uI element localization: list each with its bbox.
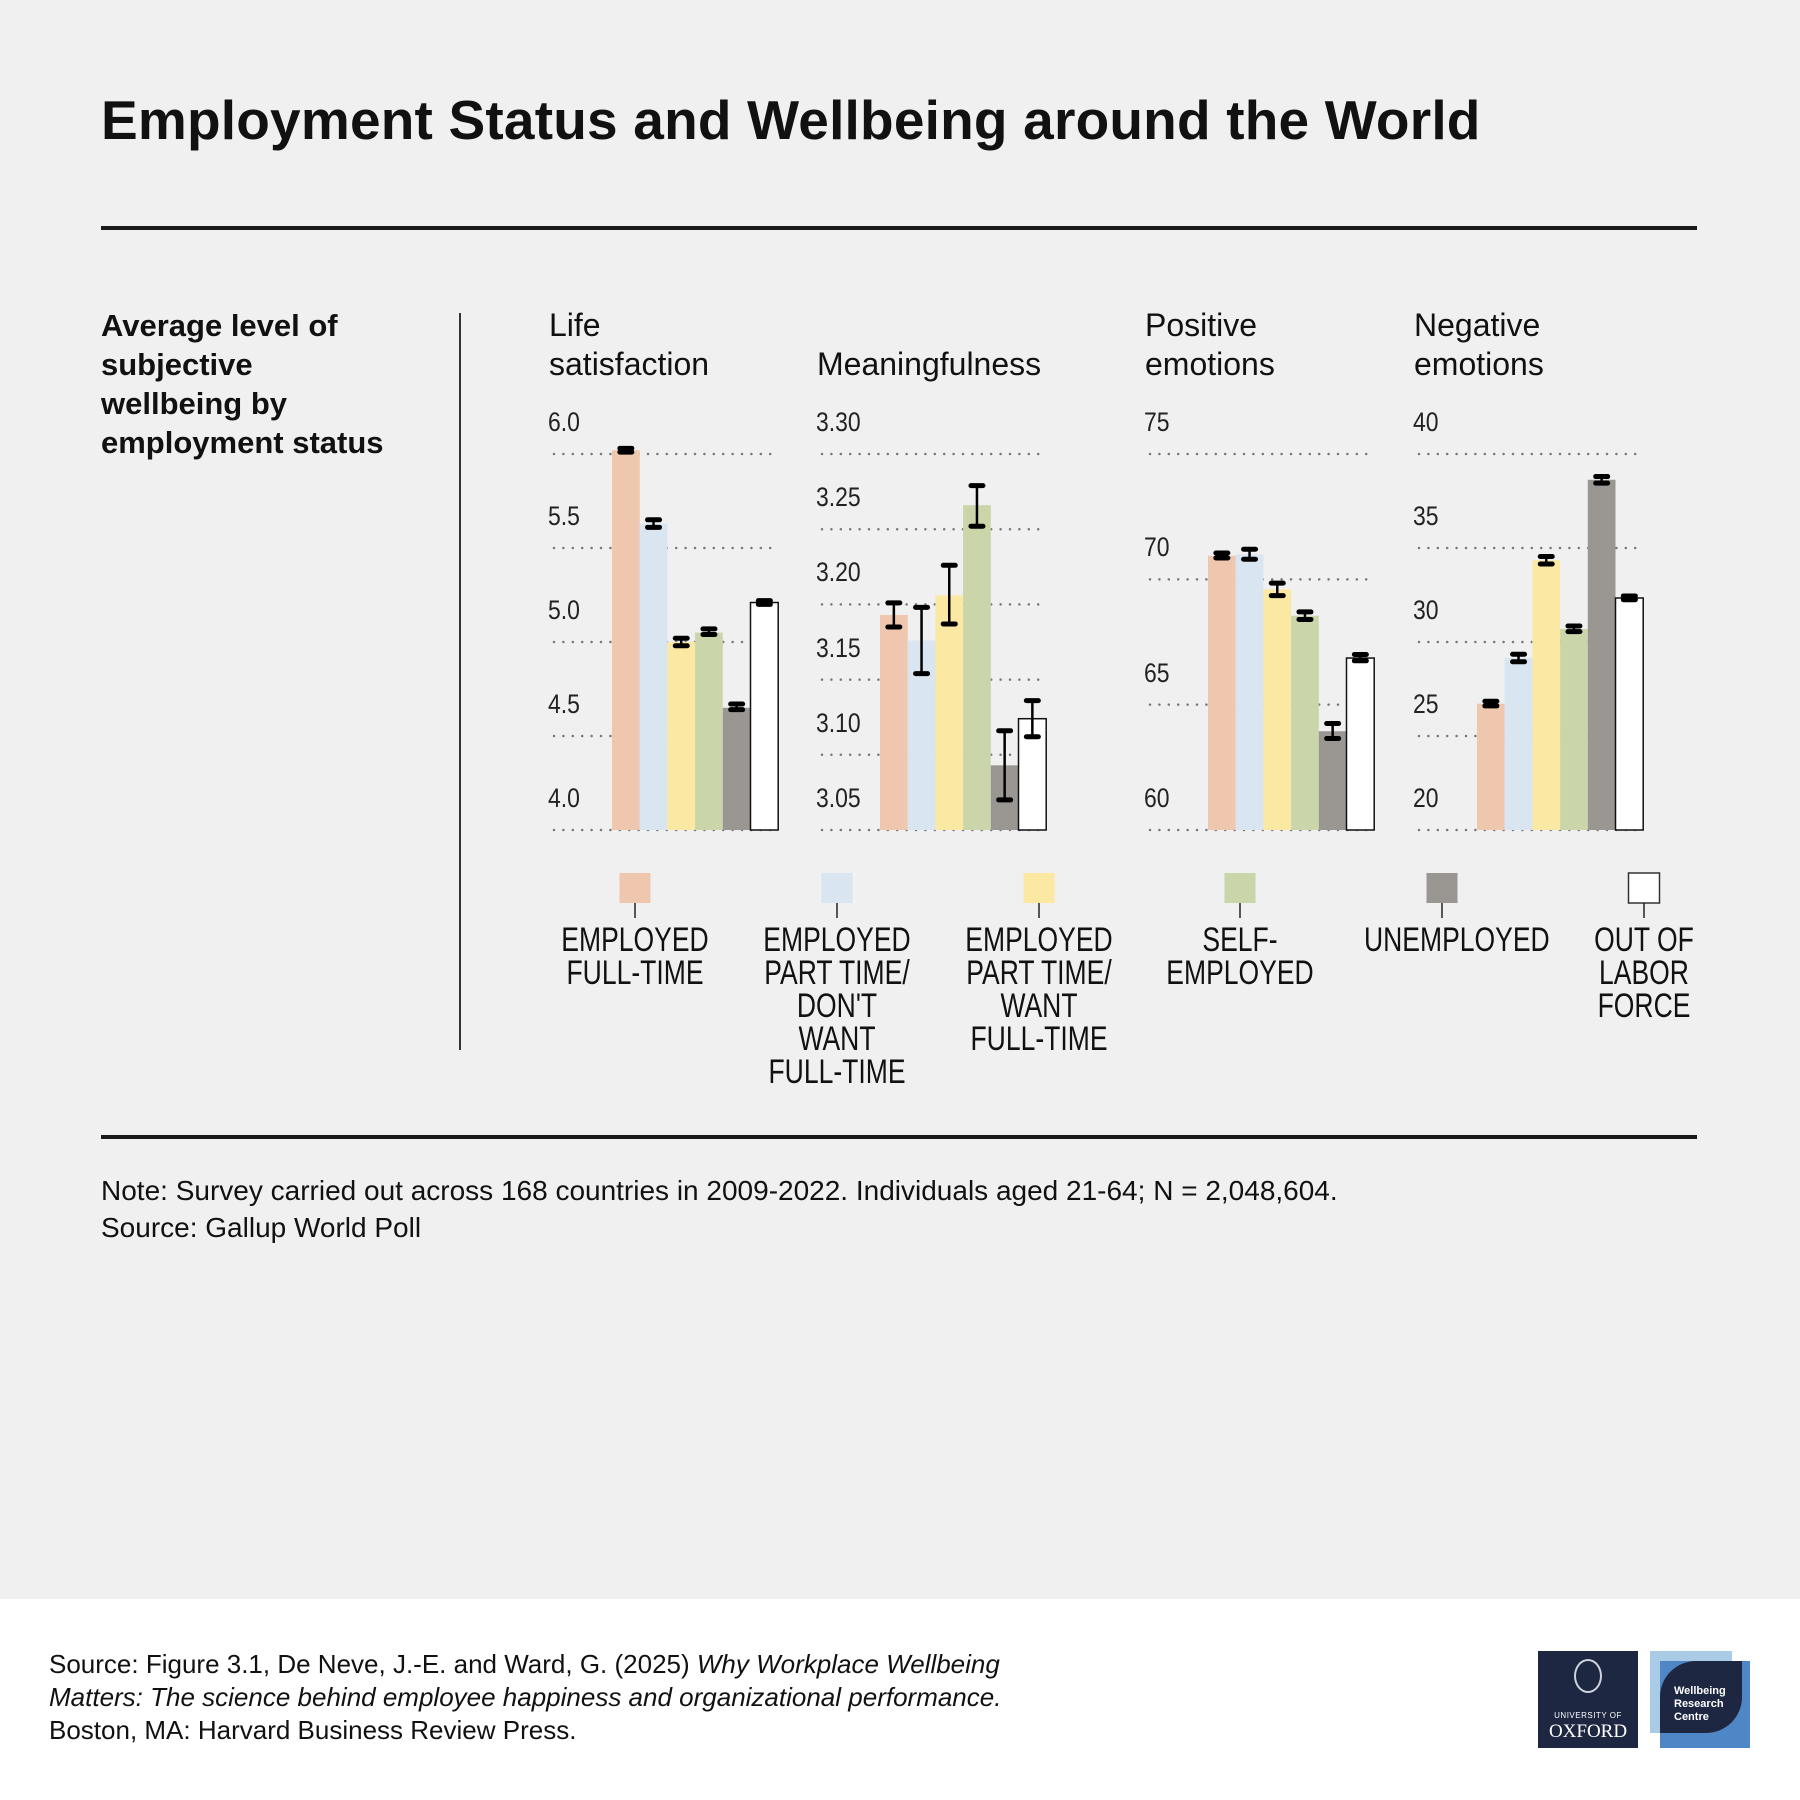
- bar: [749, 601, 779, 831]
- y-tick-label: 75: [1144, 407, 1170, 437]
- bottom-rule: [101, 1135, 1697, 1139]
- footer: [0, 1599, 1800, 1800]
- bar: [1587, 479, 1616, 830]
- legend-swatch: [1224, 873, 1256, 903]
- legend-swatch: [619, 873, 651, 903]
- legend-label: EMPLOYED PART TIME/ DON'T WANT FULL-TIME: [763, 921, 911, 1091]
- y-tick-label: 3.15: [816, 632, 861, 663]
- y-tick-label: 35: [1413, 501, 1439, 531]
- bar: [612, 450, 640, 830]
- y-tick-label: 4.5: [548, 689, 580, 719]
- bar: [667, 642, 696, 830]
- bar: [935, 595, 964, 830]
- bar: [1291, 615, 1319, 830]
- vertical-divider: [459, 313, 461, 1050]
- bar: [1318, 731, 1347, 830]
- top-rule: [101, 226, 1697, 230]
- source-text: Source: Gallup World Poll: [101, 1212, 422, 1243]
- y-tick-label: 20: [1413, 783, 1439, 813]
- y-tick-label: 25: [1413, 689, 1439, 719]
- panel-title: Positive emotions: [1145, 307, 1275, 382]
- y-tick-label: 5.5: [548, 501, 580, 531]
- oxford-logo-line1: UNIVERSITY OF: [1554, 1711, 1622, 1720]
- legend-swatch: [1023, 873, 1055, 903]
- panel-title: Meaningfulness: [817, 346, 1042, 382]
- bar: [1263, 589, 1292, 830]
- y-tick-label: 65: [1144, 657, 1170, 688]
- y-tick-label: 70: [1144, 532, 1170, 563]
- y-tick-label: 3.20: [816, 557, 861, 588]
- wellbeing-research-centre-logo: Wellbeing Research Centre: [1650, 1651, 1750, 1748]
- y-tick-label: 40: [1413, 407, 1439, 437]
- bar: [1208, 555, 1236, 830]
- legend-label: OUT OF LABOR FORCE: [1594, 921, 1694, 1025]
- y-tick-label: 4.0: [548, 783, 580, 813]
- y-tick-label: 5.0: [548, 595, 580, 625]
- bar: [639, 523, 668, 830]
- wrc-logo-text: Wellbeing Research Centre: [1674, 1685, 1726, 1723]
- bar: [880, 614, 908, 830]
- bar: [1477, 703, 1505, 830]
- subtitle: Average level of subjective wellbeing by…: [101, 308, 384, 460]
- y-tick-label: 6.0: [548, 407, 580, 437]
- bar: [1614, 597, 1644, 831]
- panel-title: Life satisfaction: [549, 307, 710, 382]
- y-tick-label: 3.25: [816, 482, 861, 513]
- y-tick-label: 3.05: [816, 783, 861, 813]
- panel-title: Negative emotions: [1414, 307, 1544, 382]
- bar: [722, 707, 751, 830]
- legend-swatch: [1426, 873, 1458, 903]
- y-tick-label: 3.30: [816, 407, 861, 437]
- y-tick-label: 60: [1144, 783, 1170, 813]
- y-tick-label: 30: [1413, 595, 1439, 625]
- legend-label: EMPLOYED FULL-TIME: [561, 921, 709, 992]
- oxford-logo-line2: OXFORD: [1548, 1721, 1628, 1742]
- bar: [963, 505, 991, 830]
- legend-label: SELF- EMPLOYED: [1166, 921, 1314, 992]
- bar: [1235, 554, 1264, 830]
- oxford-crest-icon: [1574, 1659, 1602, 1693]
- legend-label: UNEMPLOYED: [1364, 921, 1550, 959]
- citation-suffix: Boston, MA: Harvard Business Review Pres…: [49, 1715, 577, 1745]
- citation-title: Why Workplace Wellbeing Matters: The sci…: [49, 1649, 1002, 1712]
- y-tick-label: 3.10: [816, 707, 861, 738]
- oxford-logo: UNIVERSITY OF OXFORD: [1538, 1651, 1638, 1748]
- citation: Source: Figure 3.1, De Neve, J.-E. and W…: [49, 1648, 1049, 1747]
- bar: [1532, 560, 1561, 830]
- legend-swatch: [821, 873, 853, 903]
- bar: [1345, 657, 1375, 831]
- bar: [695, 632, 723, 830]
- note: Note: Survey carried out across 168 coun…: [101, 1172, 1338, 1246]
- chart-title: Employment Status and Wellbeing around t…: [101, 89, 1481, 151]
- bar: [1504, 657, 1533, 830]
- citation-prefix: Source: Figure 3.1, De Neve, J.-E. and W…: [49, 1649, 697, 1679]
- legend-swatch: [1627, 872, 1661, 904]
- bar: [1560, 629, 1588, 830]
- legend-label: EMPLOYED PART TIME/ WANT FULL-TIME: [965, 921, 1113, 1058]
- note-text: Note: Survey carried out across 168 coun…: [101, 1175, 1338, 1206]
